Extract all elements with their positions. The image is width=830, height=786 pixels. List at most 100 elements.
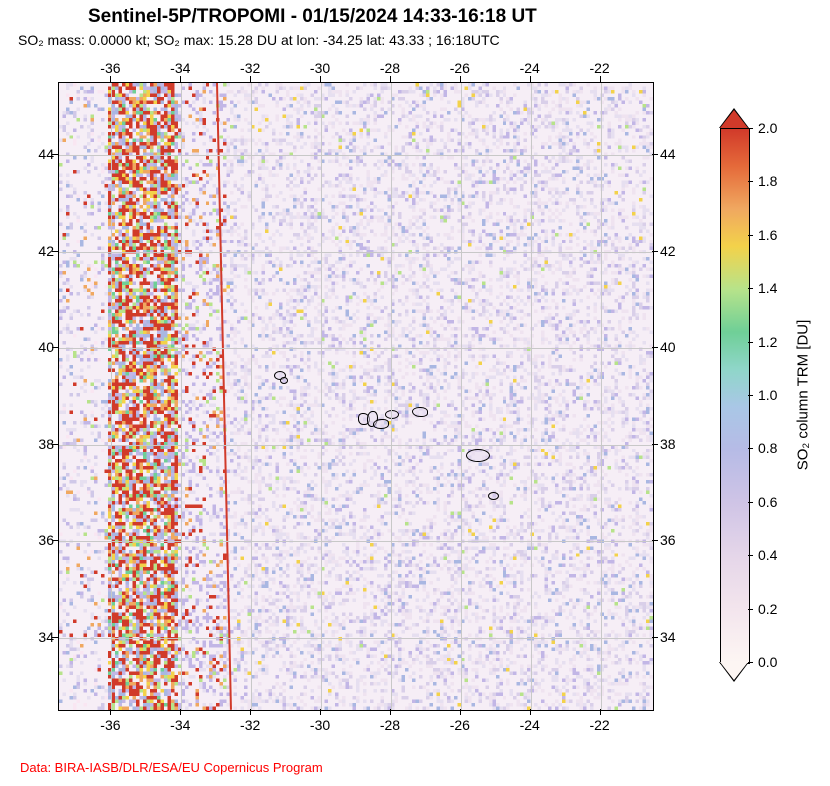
axis-tick-mark xyxy=(652,251,658,252)
gridline-v xyxy=(391,83,392,710)
chart-subtitle: SO₂ mass: 0.0000 kt; SO₂ max: 15.28 DU a… xyxy=(18,32,500,48)
axis-tick-label: -32 xyxy=(240,717,260,733)
colorbar-tick-mark xyxy=(748,395,753,396)
axis-tick-label: 44 xyxy=(30,146,54,162)
colorbar-extend-top xyxy=(720,110,748,128)
axis-tick-label: -24 xyxy=(520,60,540,76)
axis-tick-mark xyxy=(52,540,58,541)
map-heatmap xyxy=(59,83,653,710)
axis-tick-label: -24 xyxy=(520,717,540,733)
colorbar-tick-label: 0.6 xyxy=(758,494,777,510)
axis-tick-mark xyxy=(390,76,391,82)
colorbar-axis-label: SO₂ column TRM [DU] xyxy=(795,320,812,471)
map-frame xyxy=(58,82,654,711)
gridline-v xyxy=(251,83,252,710)
gridline-v xyxy=(181,83,182,710)
axis-tick-mark xyxy=(52,251,58,252)
axis-tick-mark xyxy=(652,637,658,638)
axis-tick-mark xyxy=(110,76,111,82)
axis-tick-label: -26 xyxy=(450,60,470,76)
axis-tick-mark xyxy=(600,76,601,82)
axis-tick-mark xyxy=(460,76,461,82)
axis-tick-label: -30 xyxy=(310,60,330,76)
axis-tick-label: 34 xyxy=(660,629,676,645)
colorbar-tick-label: 0.4 xyxy=(758,547,777,563)
axis-tick-mark xyxy=(250,709,251,715)
gridline-h xyxy=(59,348,653,349)
colorbar-tick-mark xyxy=(748,448,753,449)
axis-tick-mark xyxy=(320,709,321,715)
colorbar-bar xyxy=(720,128,750,664)
colorbar-tick-mark xyxy=(748,128,753,129)
colorbar-tick-mark xyxy=(748,288,753,289)
axis-tick-label: 34 xyxy=(30,629,54,645)
axis-tick-label: -32 xyxy=(240,60,260,76)
axis-tick-mark xyxy=(652,444,658,445)
island-outline xyxy=(466,449,490,462)
colorbar-tick-mark xyxy=(748,502,753,503)
axis-tick-mark xyxy=(52,347,58,348)
colorbar-tick-mark xyxy=(748,662,753,663)
axis-tick-mark xyxy=(600,709,601,715)
gridline-h xyxy=(59,252,653,253)
axis-tick-mark xyxy=(52,154,58,155)
axis-tick-mark xyxy=(180,709,181,715)
data-attribution: Data: BIRA-IASB/DLR/ESA/EU Copernicus Pr… xyxy=(20,760,323,775)
axis-tick-mark xyxy=(530,76,531,82)
axis-tick-label: -28 xyxy=(380,717,400,733)
colorbar-tick-label: 0.8 xyxy=(758,440,777,456)
axis-tick-label: -34 xyxy=(170,60,190,76)
colorbar-tick-mark xyxy=(748,555,753,556)
axis-tick-mark xyxy=(180,76,181,82)
axis-tick-label: -34 xyxy=(170,717,190,733)
gridline-v xyxy=(321,83,322,710)
island-outline xyxy=(412,407,428,417)
axis-tick-label: -26 xyxy=(450,717,470,733)
island-outline xyxy=(280,377,288,384)
axis-tick-label: -22 xyxy=(589,60,609,76)
axis-tick-label: 36 xyxy=(30,532,54,548)
colorbar-tick-label: 1.6 xyxy=(758,227,777,243)
colorbar-tick-label: 1.4 xyxy=(758,280,777,296)
axis-tick-label: 36 xyxy=(660,532,676,548)
axis-tick-mark xyxy=(320,76,321,82)
axis-tick-label: 38 xyxy=(660,436,676,452)
island-outline xyxy=(373,419,389,429)
axis-tick-mark xyxy=(250,76,251,82)
axis-tick-label: -28 xyxy=(380,60,400,76)
chart-title: Sentinel-5P/TROPOMI - 01/15/2024 14:33-1… xyxy=(88,6,537,28)
axis-tick-label: -36 xyxy=(100,60,120,76)
colorbar-tick-label: 0.2 xyxy=(758,601,777,617)
colorbar-tick-label: 0.0 xyxy=(758,654,777,670)
colorbar-tick-label: 1.0 xyxy=(758,387,777,403)
colorbar-tick-mark xyxy=(748,235,753,236)
axis-tick-mark xyxy=(52,637,58,638)
colorbar-tick-mark xyxy=(748,609,753,610)
axis-tick-mark xyxy=(52,444,58,445)
gridline-v xyxy=(111,83,112,710)
colorbar-extend-bot xyxy=(720,662,748,680)
axis-tick-label: 40 xyxy=(660,339,676,355)
axis-tick-label: -22 xyxy=(589,717,609,733)
axis-tick-label: -36 xyxy=(100,717,120,733)
axis-tick-mark xyxy=(652,347,658,348)
axis-tick-label: 40 xyxy=(30,339,54,355)
axis-tick-label: 44 xyxy=(660,146,676,162)
colorbar: 0.0 0.2 0.4 0.6 0.8 1.0 1.2 1.4 1.6 1.8 2.0 SO₂ co… xyxy=(720,110,818,720)
gridline-v xyxy=(531,83,532,710)
colorbar-tick-label: 2.0 xyxy=(758,120,777,136)
gridline-h xyxy=(59,638,653,639)
colorbar-tick-mark xyxy=(748,342,753,343)
colorbar-tick-label: 1.2 xyxy=(758,334,777,350)
colorbar-tick-mark xyxy=(748,181,753,182)
gridline-v xyxy=(601,83,602,710)
axis-tick-label: 42 xyxy=(30,243,54,259)
gridline-v xyxy=(461,83,462,710)
gridline-h xyxy=(59,541,653,542)
colorbar-tick-label: 1.8 xyxy=(758,173,777,189)
axis-tick-mark xyxy=(110,709,111,715)
gridline-h xyxy=(59,445,653,446)
axis-tick-mark xyxy=(460,709,461,715)
axis-tick-mark xyxy=(652,540,658,541)
axis-tick-mark xyxy=(652,154,658,155)
